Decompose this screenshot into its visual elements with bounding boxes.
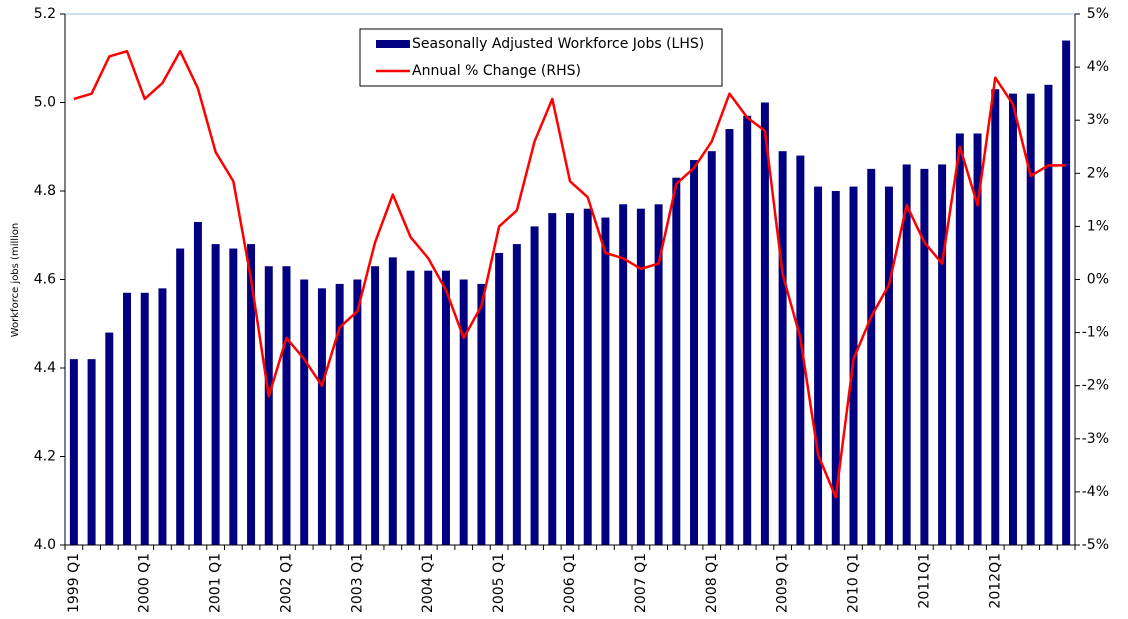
x-tick-label: 2000 Q1 xyxy=(137,553,153,613)
bar xyxy=(247,244,256,545)
bar xyxy=(973,133,982,545)
bar xyxy=(477,283,486,545)
bar xyxy=(1044,84,1053,546)
bar xyxy=(654,204,663,545)
y-tick-label: 4.0 xyxy=(34,537,56,553)
bar xyxy=(335,283,344,545)
bar xyxy=(760,102,769,545)
x-tick-label: 2011Q1 xyxy=(916,553,932,609)
x-tick-label: 2003 Q1 xyxy=(349,553,365,613)
y2-tick-label: -4% xyxy=(1082,484,1109,500)
y2-tick-label: -3% xyxy=(1082,431,1109,447)
bar xyxy=(300,279,309,545)
bar xyxy=(1026,93,1035,546)
bar xyxy=(317,288,326,545)
bar xyxy=(69,359,78,545)
bar xyxy=(353,279,362,545)
bar xyxy=(1062,40,1071,546)
x-tick-label: 2004 Q1 xyxy=(420,553,436,613)
x-tick-label: 2009 Q1 xyxy=(775,553,791,613)
x-tick-label: 2010 Q1 xyxy=(846,553,862,613)
y2-tick-label: -1% xyxy=(1082,325,1109,341)
legend-box xyxy=(359,28,723,87)
x-tick-label: 2005 Q1 xyxy=(491,553,507,613)
y2-tick-label: -2% xyxy=(1082,378,1109,394)
bar xyxy=(495,252,504,545)
x-tick-label: 2002 Q1 xyxy=(278,553,294,613)
bar xyxy=(123,292,132,545)
y-tick-label: 5.2 xyxy=(34,6,56,22)
bar xyxy=(1008,93,1017,546)
bar xyxy=(406,270,415,545)
x-tick-label: 1999 Q1 xyxy=(66,553,82,613)
y-tick-label: 4.2 xyxy=(34,449,56,465)
bar xyxy=(814,186,823,545)
y2-tick-label: 2% xyxy=(1087,165,1109,181)
legend-label: Annual % Change (RHS) xyxy=(412,63,581,79)
bar xyxy=(87,359,96,545)
bar xyxy=(583,208,592,545)
bar xyxy=(831,191,840,545)
x-tick-label: 2012Q1 xyxy=(987,553,1003,609)
bar xyxy=(371,266,380,545)
bar xyxy=(530,226,539,545)
y2-tick-label: -5% xyxy=(1082,537,1109,553)
bar xyxy=(672,177,681,545)
y-tick-label: 5.0 xyxy=(34,95,56,111)
bar xyxy=(176,248,185,545)
bar xyxy=(601,217,610,546)
bar xyxy=(690,160,699,545)
bar xyxy=(105,332,114,545)
y2-tick-label: 1% xyxy=(1087,218,1109,234)
y-tick-label: 4.6 xyxy=(34,272,56,288)
bar xyxy=(619,204,628,545)
y2-tick-label: 4% xyxy=(1087,59,1109,75)
bar xyxy=(636,208,645,545)
bar xyxy=(211,244,220,545)
bar xyxy=(264,266,273,545)
bar xyxy=(955,133,964,545)
x-tick-label: 2008 Q1 xyxy=(704,553,720,613)
y-axis-label: Workforce jobs (million xyxy=(10,223,21,338)
bar xyxy=(920,168,929,545)
bar xyxy=(388,257,397,545)
bar xyxy=(566,213,574,545)
bar xyxy=(424,270,433,545)
bar xyxy=(938,164,947,545)
bar xyxy=(991,89,1000,545)
bar xyxy=(884,186,893,545)
bar xyxy=(725,129,734,546)
y2-tick-label: 5% xyxy=(1087,6,1109,22)
y2-tick-label: 3% xyxy=(1087,112,1109,128)
x-tick-label: 2007 Q1 xyxy=(633,553,649,613)
bar xyxy=(867,168,876,545)
x-tick-label: 2006 Q1 xyxy=(562,553,578,613)
legend-swatch xyxy=(376,40,410,48)
line-series xyxy=(73,49,1067,499)
bar xyxy=(459,279,468,545)
bar xyxy=(512,244,521,545)
bar xyxy=(902,164,911,545)
bar xyxy=(158,288,167,545)
bar xyxy=(778,151,787,546)
bar xyxy=(282,266,291,545)
bar xyxy=(707,151,716,546)
legend-label: Seasonally Adjusted Workforce Jobs (LHS) xyxy=(412,36,704,52)
bar xyxy=(743,115,752,546)
bar xyxy=(441,270,450,545)
bar xyxy=(796,155,805,545)
y-tick-label: 4.8 xyxy=(34,183,56,199)
y2-tick-label: 0% xyxy=(1087,272,1109,288)
bar xyxy=(229,248,238,545)
bar xyxy=(140,292,149,545)
x-tick-label: 2001 Q1 xyxy=(208,553,224,613)
bar xyxy=(193,221,202,545)
y-tick-label: 4.4 xyxy=(34,360,56,376)
bar xyxy=(548,213,557,545)
